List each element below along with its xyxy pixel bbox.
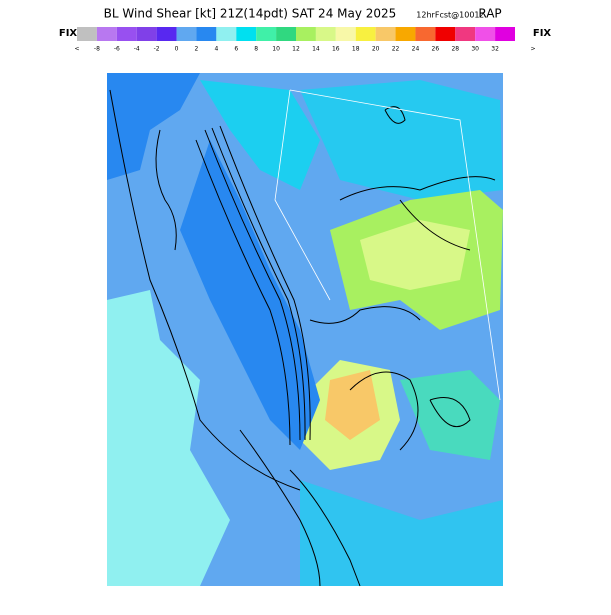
colorbar-label: -2 xyxy=(154,46,160,53)
color-box xyxy=(415,27,436,41)
colorbar-label: 0 xyxy=(175,46,179,53)
colorbar-label: 28 xyxy=(451,46,459,53)
forecast: 12hrFcst@1001z xyxy=(416,11,483,20)
colorbar-label: 4 xyxy=(214,46,218,53)
region xyxy=(325,370,380,440)
color-box xyxy=(315,27,336,41)
color-box xyxy=(375,27,396,41)
colorbar-label: 8 xyxy=(254,46,258,53)
colorbar-label: 20 xyxy=(372,46,380,53)
color-box xyxy=(156,27,177,41)
region xyxy=(300,80,503,200)
colorbar-label: 18 xyxy=(352,46,360,53)
color-box xyxy=(335,27,356,41)
color-box xyxy=(256,27,277,41)
fix-right: FIX xyxy=(533,28,552,39)
color-box xyxy=(455,27,476,41)
colorbar-label: 14 xyxy=(312,46,320,53)
colorbar-label: 10 xyxy=(272,46,280,53)
colorbar-label: 26 xyxy=(432,46,440,53)
color-box xyxy=(475,27,496,41)
region xyxy=(107,73,200,180)
region xyxy=(400,370,500,460)
color-box xyxy=(296,27,316,41)
colorbar-label: 32 xyxy=(491,46,499,53)
color-box xyxy=(495,27,515,41)
color-box xyxy=(77,27,97,41)
map xyxy=(107,73,503,587)
region xyxy=(200,80,320,190)
colorbar-label: -8 xyxy=(94,46,100,53)
colorbar-low: < xyxy=(74,46,79,53)
boundaries xyxy=(274,89,501,401)
color-box xyxy=(116,27,137,41)
color-box xyxy=(136,27,157,41)
color-box xyxy=(355,27,376,41)
color-box xyxy=(395,27,416,41)
colorbar-label: 6 xyxy=(234,46,238,53)
color-box xyxy=(176,27,197,41)
color-box xyxy=(196,27,217,41)
model: RAP xyxy=(478,7,501,21)
region xyxy=(107,290,230,586)
colorbar: -8 -6 -4 -2 0 2 4 6 8 10 12 14 16 18 20 22 24 26 28 30 32< > xyxy=(74,27,536,53)
color-box xyxy=(435,27,456,41)
colorbar-label: 24 xyxy=(412,46,420,53)
contours xyxy=(109,89,496,587)
region xyxy=(300,480,503,586)
colorbar-label: -4 xyxy=(134,46,140,53)
colorbar-high: > xyxy=(530,46,535,53)
colorbar-label: -6 xyxy=(114,46,120,53)
colorbar-label: 2 xyxy=(195,46,199,53)
colorbar-label: 22 xyxy=(392,46,400,53)
colorbar-label: 30 xyxy=(471,46,479,53)
color-box xyxy=(276,27,296,41)
colorbar-label: 12 xyxy=(292,46,300,53)
fix-left: FIX xyxy=(59,28,78,39)
color-box xyxy=(96,27,117,41)
color-box xyxy=(236,27,257,41)
colorbar-label: 16 xyxy=(332,46,340,53)
region xyxy=(360,220,470,290)
title: BL Wind Shear [kt] 21Z(14pdt) SAT 24 May… xyxy=(104,7,397,21)
color-box xyxy=(216,27,237,41)
